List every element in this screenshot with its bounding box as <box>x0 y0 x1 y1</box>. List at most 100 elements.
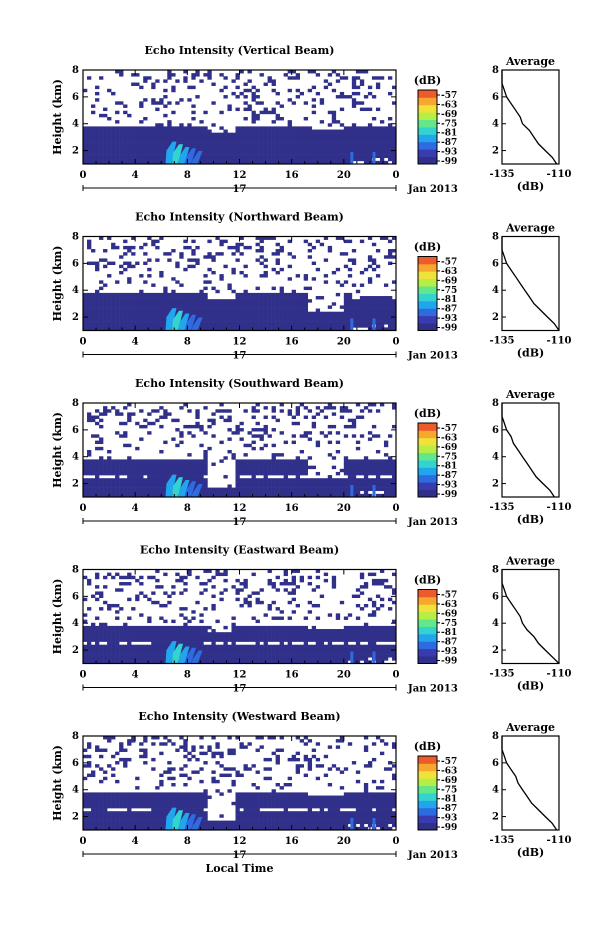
heatmap-cell <box>183 463 187 466</box>
heatmap-cell <box>352 475 356 478</box>
heatmap-cell <box>219 145 223 148</box>
heatmap-cell <box>159 299 163 302</box>
heatmap-cell <box>276 481 280 484</box>
heatmap-cell <box>252 321 256 324</box>
heatmap-cell <box>280 296 284 299</box>
heatmap-cell <box>300 318 304 321</box>
colorbar-units: (dB) <box>414 241 441 254</box>
heatmap-cell <box>276 114 280 117</box>
heatmap-cell <box>284 318 288 321</box>
heatmap-cell <box>372 136 376 139</box>
heatmap-cell <box>308 139 312 142</box>
heatmap-cell <box>203 582 207 585</box>
heatmap-cell <box>231 431 235 434</box>
heatmap-cell <box>91 136 95 139</box>
heatmap-cell <box>87 632 91 635</box>
heatmap-cell <box>127 151 131 154</box>
heatmap-cell <box>264 645 268 648</box>
heatmap-cell <box>336 95 340 98</box>
heatmap-cell <box>364 133 368 136</box>
heatmap-cell <box>340 416 344 419</box>
heatmap-cell <box>320 595 324 598</box>
heatmap-cell <box>384 651 388 654</box>
heatmap-cell <box>376 434 380 437</box>
heatmap-cell <box>115 459 119 462</box>
heatmap-cell <box>215 299 219 302</box>
heatmap-cell <box>328 324 332 327</box>
heatmap-cell <box>252 406 256 409</box>
heatmap-cell <box>191 296 195 299</box>
heatmap-cell <box>227 632 231 635</box>
heatmap-cell <box>332 133 336 136</box>
heatmap-cell <box>171 249 175 252</box>
heatmap-cell <box>296 309 300 312</box>
heatmap-cell <box>191 309 195 312</box>
heatmap-cell <box>115 246 119 249</box>
heatmap-cell <box>223 155 227 158</box>
heatmap-cell <box>344 148 348 151</box>
heatmap-cell <box>324 321 328 324</box>
heatmap-cell <box>332 155 336 158</box>
heatmap-cell <box>83 312 87 315</box>
heatmap-cell <box>163 142 167 145</box>
heatmap-cell <box>95 657 99 660</box>
heatmap-cell <box>163 472 167 475</box>
heatmap-cell <box>131 472 135 475</box>
heatmap-cell <box>260 469 264 472</box>
heatmap-cell <box>344 478 348 481</box>
heatmap-cell <box>316 645 320 648</box>
heatmap-cell <box>336 151 340 154</box>
heatmap-cell <box>131 629 135 632</box>
heatmap-cell <box>260 654 264 657</box>
heatmap-cell <box>292 255 296 258</box>
heatmap-cell <box>244 148 248 151</box>
heatmap-cell <box>227 488 231 491</box>
heatmap-cell <box>336 155 340 158</box>
heatmap-cell <box>211 651 215 654</box>
day-label: 17 <box>233 351 247 362</box>
heatmap-cell <box>284 484 288 487</box>
heatmap-cell <box>131 651 135 654</box>
heatmap-cell <box>376 626 380 629</box>
heatmap-cell <box>159 472 163 475</box>
heatmap-cell <box>179 635 183 638</box>
heatmap-cell <box>87 412 91 415</box>
heatmap-cell <box>244 246 248 249</box>
heatmap-cell <box>227 419 231 422</box>
heatmap-cell <box>264 638 268 641</box>
heatmap-cell <box>264 145 268 148</box>
heatmap-cell <box>244 472 248 475</box>
heatmap-cell <box>95 463 99 466</box>
heatmap-cell <box>320 142 324 145</box>
heatmap-cell <box>95 126 99 129</box>
heatmap-cell <box>107 657 111 660</box>
heatmap-cell <box>296 133 300 136</box>
heatmap-cell <box>227 136 231 139</box>
heatmap-cell <box>240 638 244 641</box>
heatmap-cell <box>127 315 131 318</box>
heatmap-cell <box>292 76 296 79</box>
heatmap-cell <box>260 651 264 654</box>
heatmap-cell <box>223 488 227 491</box>
heatmap-cell <box>272 632 276 635</box>
heatmap-cell <box>199 324 203 327</box>
heatmap-cell <box>123 632 127 635</box>
heatmap-cell <box>344 299 348 302</box>
heatmap-cell <box>316 318 320 321</box>
x-tick-label: 20 <box>337 670 351 681</box>
heatmap-cell <box>99 780 103 783</box>
heatmap-cell <box>151 422 155 425</box>
heatmap-cell <box>127 312 131 315</box>
heatmap-cell <box>95 799 99 802</box>
heatmap-cell <box>115 475 119 478</box>
heatmap-cell <box>256 651 260 654</box>
heatmap-cell <box>312 318 316 321</box>
heatmap-cell <box>135 321 139 324</box>
heatmap-cell <box>195 463 199 466</box>
heatmap-cell <box>155 324 159 327</box>
heatmap-cell <box>240 651 244 654</box>
heatmap-cell <box>179 607 183 610</box>
heatmap-cell <box>352 478 356 481</box>
heatmap-cell <box>203 645 207 648</box>
